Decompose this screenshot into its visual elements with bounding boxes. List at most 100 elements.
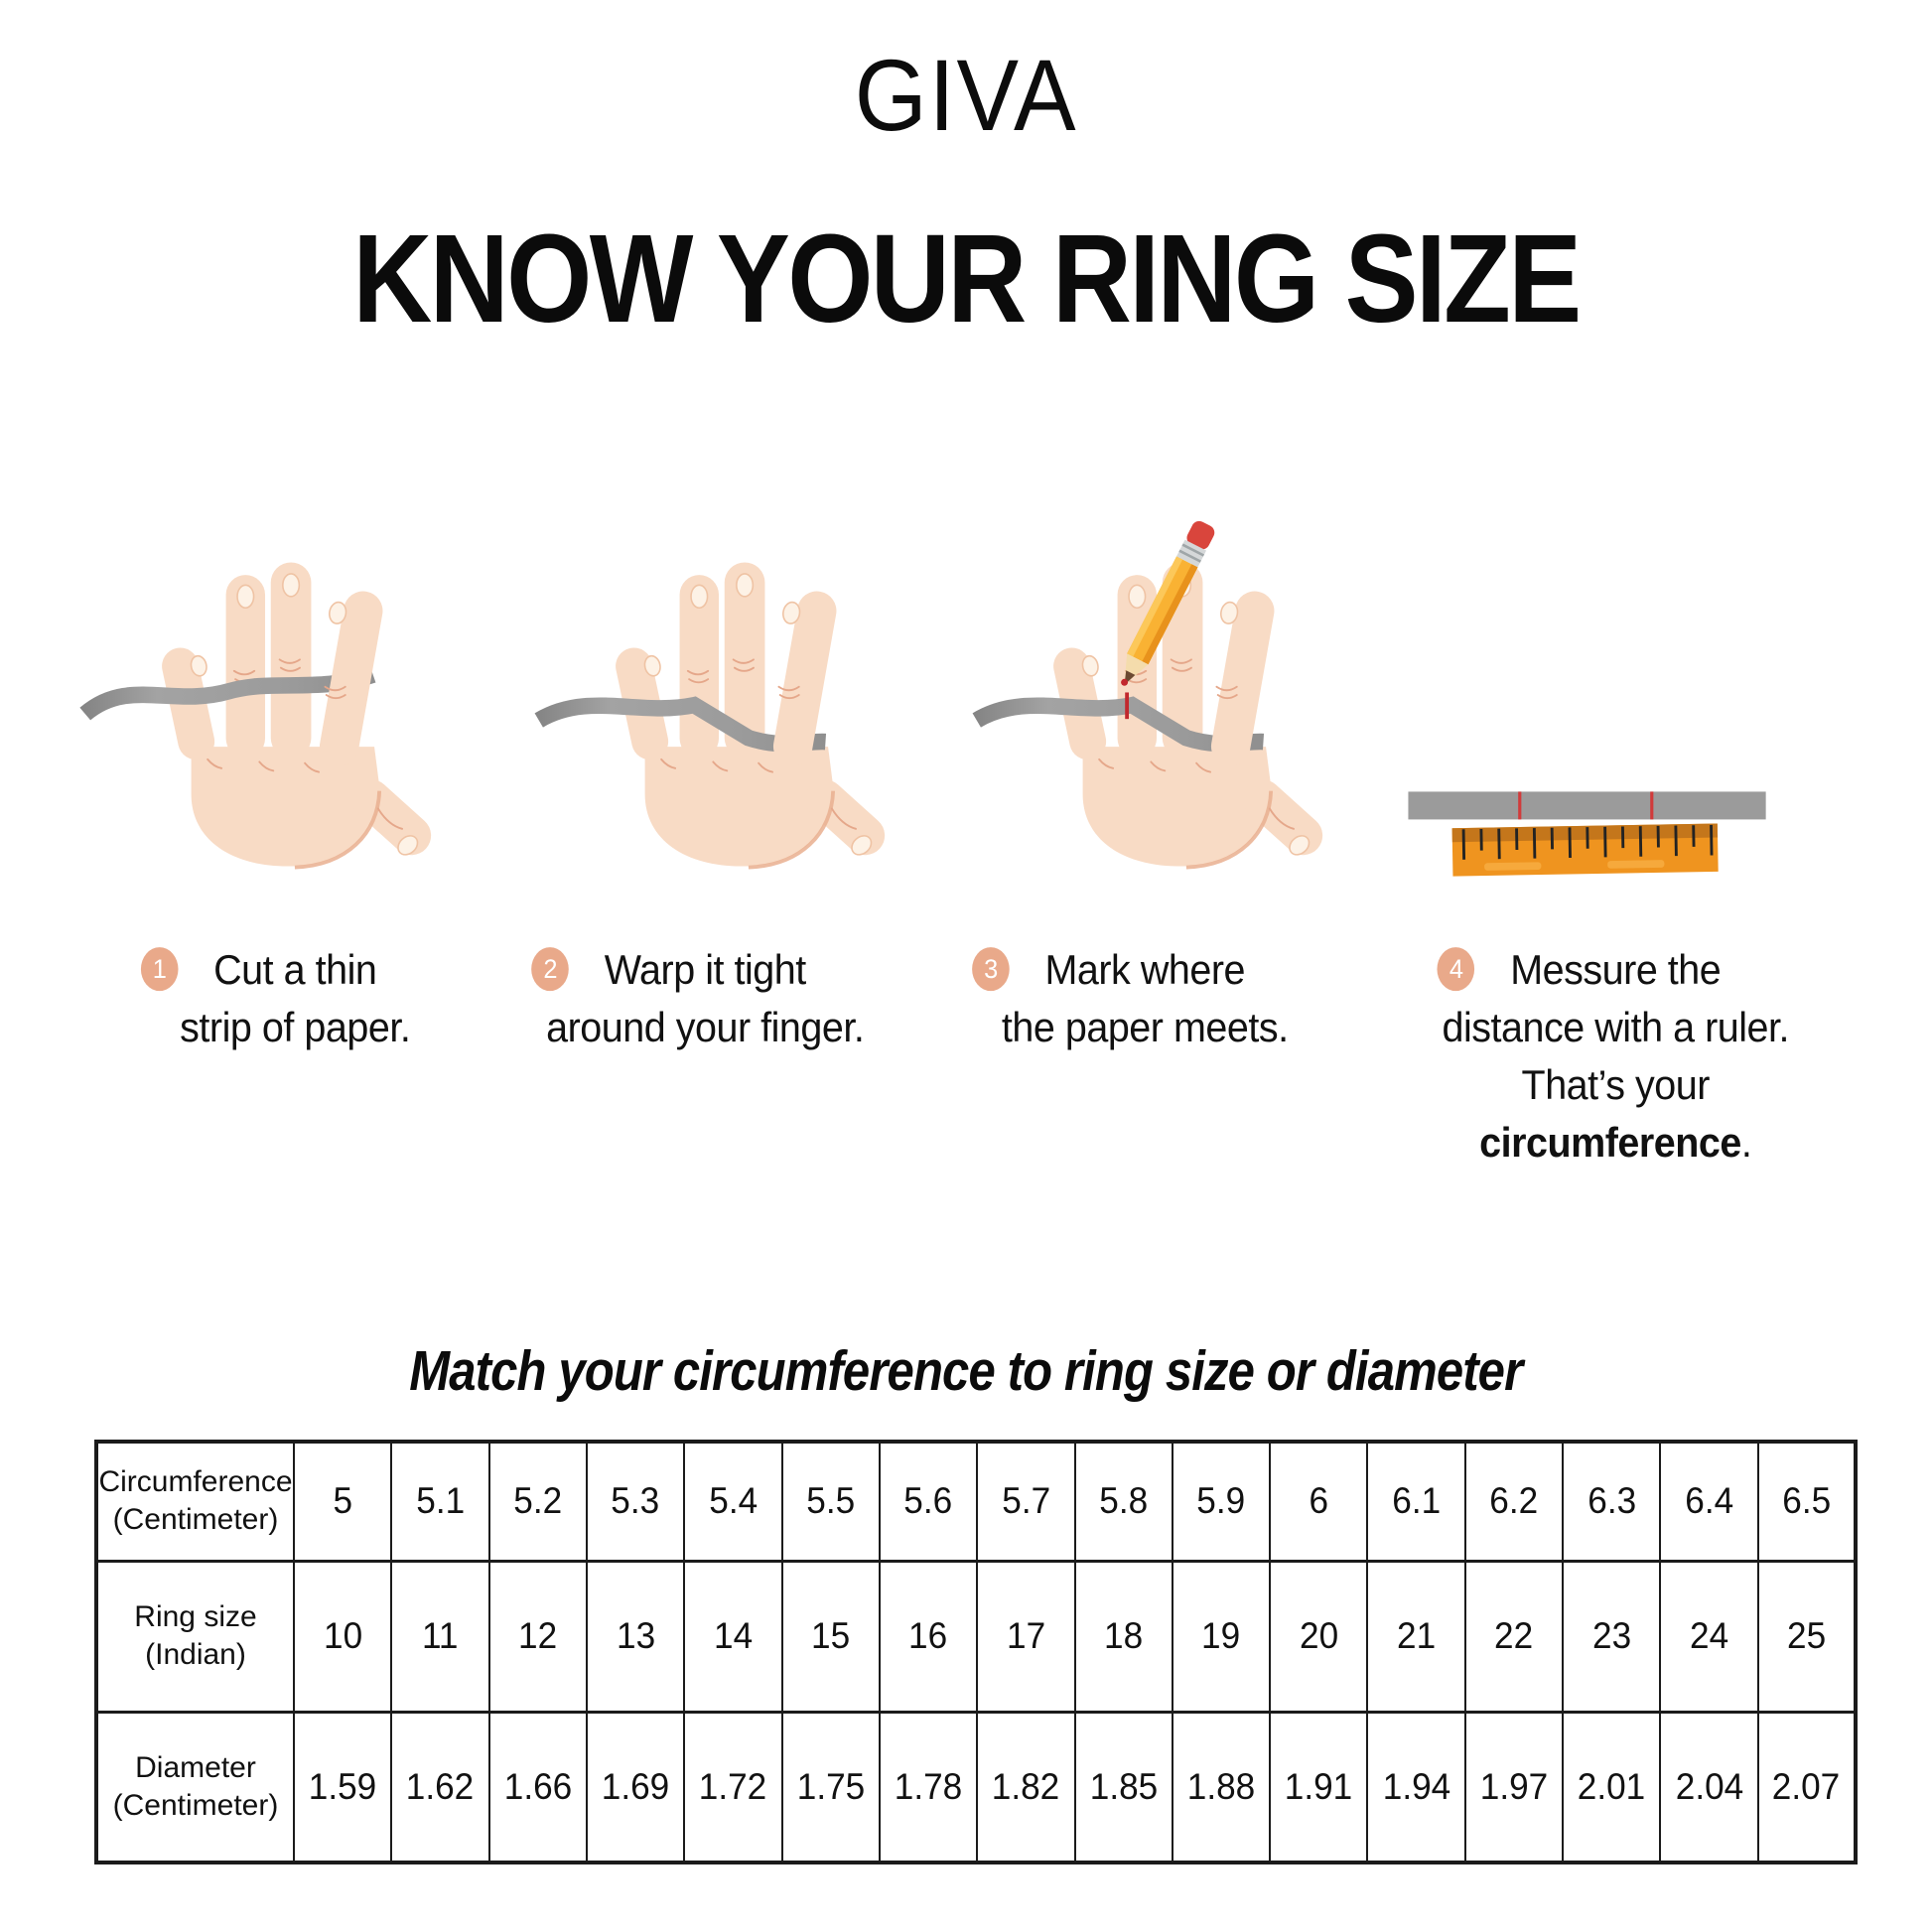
step-caption-line2: distance with a ruler. [1441, 1004, 1789, 1050]
step2-caption-column: 2 Warp it tight around your finger. [483, 941, 967, 1172]
size-table-cell: 5.2 [487, 1441, 588, 1562]
size-table-row-header: Circumference (Centimeter) [95, 1441, 295, 1562]
size-table-cell: 1.62 [390, 1711, 490, 1863]
row-header-line2: (Indian) [145, 1638, 246, 1671]
size-value: 2.07 [1772, 1765, 1841, 1807]
size-value: 5.4 [708, 1480, 758, 1522]
hand-with-paper-strip-icon [77, 551, 494, 870]
header: GIVA [0, 38, 1932, 154]
size-value: 5.1 [416, 1480, 465, 1522]
size-value: 1.66 [503, 1765, 572, 1807]
step-caption-line1: 1 Cut a thin [69, 941, 522, 999]
size-table-cell: 17 [976, 1560, 1076, 1713]
step-caption-line2: around your finger. [545, 1004, 865, 1050]
size-table-cell: 5.6 [878, 1441, 979, 1562]
size-table-row: Ring size (Indian) 10 11 12 13 14 15 16 17 18 19 20 2… [95, 1560, 1858, 1713]
size-table-cell: 1.94 [1366, 1711, 1466, 1863]
hand-strip-pencil-mark-icon [969, 520, 1386, 870]
row-header-line1: Ring size [134, 1600, 257, 1633]
size-table-cell: 5 [292, 1441, 393, 1562]
size-table-cell: 24 [1659, 1560, 1759, 1713]
size-value: 1.59 [308, 1765, 377, 1807]
paper-strip [79, 666, 376, 721]
size-value: 18 [1104, 1615, 1144, 1656]
size-value: 5.5 [806, 1480, 856, 1522]
size-table-row: Circumference (Centimeter) 5 5.1 5.2 5.3 5.4 5.… [95, 1441, 1858, 1562]
row-header-line2: (Centimeter) [112, 1788, 279, 1822]
step-caption-text: Mark where [1044, 946, 1246, 993]
step2-illustration-column [483, 427, 967, 938]
size-value: 6 [1309, 1480, 1329, 1522]
size-value: 20 [1299, 1615, 1338, 1656]
size-table-cell: 6.4 [1659, 1441, 1759, 1562]
size-value: 5 [333, 1480, 352, 1522]
measured-paper-strip [1408, 791, 1766, 820]
step-caption-text: Messure the [1509, 946, 1722, 993]
step-caption-text: Warp it tight [604, 946, 806, 993]
size-table-cell: 5.7 [976, 1441, 1076, 1562]
size-table-row-header: Ring size (Indian) [95, 1560, 295, 1713]
step-number-badge: 3 [972, 947, 1010, 992]
size-table-cell: 2.07 [1756, 1711, 1858, 1863]
size-value: 16 [908, 1615, 948, 1656]
row-header-line2: (Centimeter) [112, 1503, 279, 1537]
size-table-cell: 5.4 [683, 1441, 783, 1562]
steps-illustration-row [0, 427, 1932, 938]
size-value: 1.97 [1479, 1765, 1549, 1807]
step-caption-line2: the paper meets. [1001, 1004, 1289, 1050]
size-table-cell: 2.01 [1562, 1711, 1662, 1863]
step1-caption-column: 1 Cut a thin strip of paper. [0, 941, 483, 1172]
size-table-cell: 5.1 [390, 1441, 490, 1562]
size-value: 1.62 [406, 1765, 475, 1807]
size-table-cell: 19 [1171, 1560, 1272, 1713]
step3-caption-column: 3 Mark where the paper meets. [966, 941, 1449, 1172]
size-table: Circumference (Centimeter) 5 5.1 5.2 5.3 5.4 5.… [94, 1440, 1858, 1864]
step1-illustration-column [0, 427, 483, 938]
size-value: 1.82 [992, 1765, 1060, 1807]
size-table-cell: 1.72 [683, 1711, 783, 1863]
size-table-cell: 20 [1269, 1560, 1369, 1713]
pencil-icon [1124, 520, 1215, 685]
size-table-cell: 1.85 [1073, 1711, 1173, 1863]
size-table-cell: 13 [585, 1560, 686, 1713]
size-table-cell: 2.04 [1659, 1711, 1759, 1863]
size-table-row-header: Diameter (Centimeter) [95, 1711, 295, 1863]
size-value: 19 [1201, 1615, 1241, 1656]
step2-caption: 2 Warp it tight around your finger. [478, 941, 931, 1056]
size-table-cell: 5.3 [585, 1441, 686, 1562]
size-value: 22 [1494, 1615, 1534, 1656]
brand-logo: GIVA [854, 39, 1078, 152]
step-number-badge: 1 [140, 947, 179, 992]
size-value: 6.4 [1685, 1480, 1733, 1522]
size-table-cell: 12 [487, 1560, 588, 1713]
size-value: 21 [1397, 1615, 1437, 1656]
ruler-icon [1451, 823, 1719, 877]
step4-illustration-column [1408, 427, 1932, 938]
size-value: 15 [811, 1615, 851, 1656]
size-value: 6.1 [1392, 1480, 1442, 1522]
match-subtitle: Match your circumference to ring size or… [409, 1339, 1523, 1403]
size-value: 23 [1591, 1615, 1631, 1656]
size-value: 1.88 [1186, 1765, 1256, 1807]
step-caption-line3: That’s your circumference. [1388, 1056, 1842, 1172]
size-table-cell: 10 [292, 1560, 393, 1713]
step3-caption: 3 Mark where the paper meets. [918, 941, 1372, 1056]
size-table-cell: 6.3 [1562, 1441, 1662, 1562]
page-title-row: KNOW YOUR RING SIZE [0, 207, 1932, 350]
step-caption-line1: 4 Messure the [1388, 941, 1842, 999]
step-number-badge: 2 [530, 947, 569, 992]
size-table-cell: 1.69 [585, 1711, 686, 1863]
size-table-cell: 21 [1366, 1560, 1466, 1713]
size-value: 6.3 [1587, 1480, 1636, 1522]
size-value: 2.04 [1675, 1765, 1743, 1807]
size-value: 5.2 [513, 1480, 563, 1522]
step3-illustration-column [966, 427, 1449, 938]
size-table-cell: 1.97 [1463, 1711, 1565, 1863]
page-title: KNOW YOUR RING SIZE [352, 208, 1582, 348]
ruler-ticks [1461, 824, 1714, 860]
size-table-cell: 18 [1073, 1560, 1173, 1713]
size-value: 6.5 [1781, 1480, 1831, 1522]
hand-strip-wrapped-icon [531, 551, 948, 870]
size-table-cell: 22 [1463, 1560, 1565, 1713]
